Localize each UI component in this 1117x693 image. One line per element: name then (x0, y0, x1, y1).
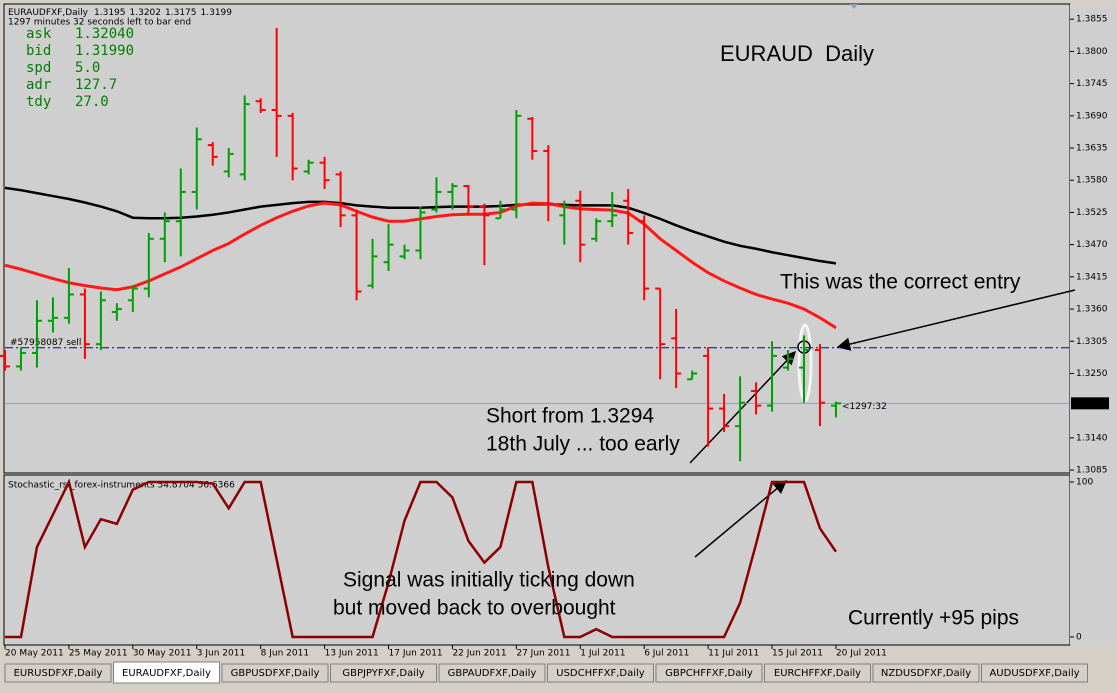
x-tick-label: 1 Jul 2011 (580, 649, 625, 659)
y-tick-label: 1.3250 (1076, 369, 1108, 379)
info-value: 5.0 (75, 60, 100, 76)
x-tick-label: 11 Jul 2011 (708, 649, 759, 659)
x-tick-label: 22 Jun 2011 (452, 649, 506, 659)
x-tick-label: 20 May 2011 (5, 649, 64, 659)
tab[interactable] (221, 663, 329, 683)
y-tick-label: 1.3415 (1076, 272, 1108, 282)
annotation: Signal was initially ticking down (343, 569, 635, 592)
tab[interactable] (113, 661, 220, 684)
symbol: EURAUDFXF,Daily (8, 8, 89, 18)
tab-label[interactable]: AUDUSDFXF,Daily (989, 668, 1079, 679)
info-value: 1.32040 (75, 26, 134, 42)
info-label: ask (26, 26, 52, 42)
tab-label[interactable]: GBPCHFFXF,Daily (665, 668, 753, 679)
info-label: spd (26, 60, 51, 76)
info-label: bid (26, 43, 51, 59)
arrow (836, 289, 1076, 351)
y-tick-label: 1.3360 (1076, 305, 1108, 315)
y-tick-label: 1.3140 (1076, 433, 1108, 443)
bar-timer: 1297 minutes 32 seconds left to bar end (8, 18, 191, 28)
x-tick-label: 15 Jul 2011 (772, 649, 823, 659)
price-box-label: 1.3199 (1074, 399, 1106, 409)
price-box (1071, 397, 1109, 410)
y-tick-label: 1.3580 (1076, 176, 1108, 186)
x-tick-label: 8 Jun 2011 (261, 649, 309, 659)
annotation: 18th July ... too early (486, 433, 680, 456)
y-tick-label: 1.3470 (1076, 240, 1108, 250)
y-tick-label: 1.3800 (1076, 47, 1108, 57)
quote-open: 1.3195 (94, 8, 126, 18)
x-tick-label: 30 May 2011 (133, 649, 192, 659)
annotation: Short from 1.3294 (486, 405, 654, 428)
tab-label[interactable]: GBPJPYFXF,Daily (342, 668, 424, 679)
x-tick-label: 17 Jun 2011 (389, 649, 443, 659)
annotation: This was the correct entry (780, 271, 1021, 294)
arrow (694, 480, 788, 558)
chart-header: EURAUDFXF,Daily 1.3195 1.3202 1.3175 1.3199 (8, 8, 232, 18)
price-axis-bg (1070, 4, 1116, 645)
y-tick-label: 1.3085 (1076, 466, 1108, 476)
tab[interactable] (438, 663, 546, 683)
y-tick-label: 1.3745 (1076, 79, 1108, 89)
tab[interactable] (330, 663, 437, 683)
annotation: Currently +95 pips (848, 607, 1019, 630)
tab[interactable] (547, 663, 654, 683)
tab[interactable] (4, 663, 112, 683)
info-label: adr (26, 77, 51, 93)
quote-close: 1.3199 (201, 8, 233, 18)
shift-marker (850, 4, 858, 9)
tab[interactable] (764, 663, 871, 683)
annotation: but moved back to overbought (333, 597, 616, 620)
y-tick-label: 0 (1076, 632, 1082, 642)
tab-label[interactable]: GBPUSDFXF,Daily (231, 668, 320, 679)
x-tick-label: 13 Jun 2011 (325, 649, 379, 659)
indicator-title: Stochastic_rsi_forex-instruments 54.8704… (8, 481, 235, 491)
annotation: EURAUD Daily (720, 41, 874, 66)
y-tick-label: 100 (1076, 477, 1093, 487)
y-tick-label: 1.3305 (1076, 337, 1108, 347)
info-value: 127.7 (75, 77, 117, 93)
quote-low: 1.3175 (165, 8, 197, 18)
y-tick-label: 1.3525 (1076, 208, 1108, 218)
x-tick-label: 3 Jun 2011 (197, 649, 245, 659)
quote-high: 1.3202 (130, 8, 162, 18)
x-tick-label: 6 Jul 2011 (644, 649, 689, 659)
tab-label[interactable]: USDCHFFXF,Daily (556, 668, 645, 679)
x-tick-label: 27 Jun 2011 (516, 649, 570, 659)
info-value: 1.31990 (75, 43, 134, 59)
y-tick-label: 1.3635 (1076, 144, 1108, 154)
info-label: tdy (26, 94, 51, 110)
info-value: 27.0 (75, 94, 109, 110)
tab[interactable] (655, 663, 763, 683)
tab-label[interactable]: EURCHFFXF,Daily (774, 668, 861, 679)
countdown: <1297:32 (842, 402, 887, 412)
x-tick-label: 20 Jul 2011 (836, 649, 887, 659)
x-tick-label: 25 May 2011 (69, 649, 128, 659)
tab-label[interactable]: EURUSDFXF,Daily (14, 668, 103, 679)
y-tick-label: 1.3855 (1076, 15, 1108, 25)
indicator-line (5, 478, 837, 639)
tab-label[interactable]: GBPAUDFXF,Daily (448, 668, 537, 679)
y-tick-label: 1.3690 (1076, 111, 1108, 121)
tab-label[interactable]: EURAUDFXF,Daily (122, 668, 211, 679)
tab[interactable] (981, 663, 1088, 683)
order-label: #57958087 sell (10, 338, 81, 348)
tab[interactable] (872, 663, 980, 683)
tab-label[interactable]: NZDUSDFXF,Daily (881, 668, 971, 679)
